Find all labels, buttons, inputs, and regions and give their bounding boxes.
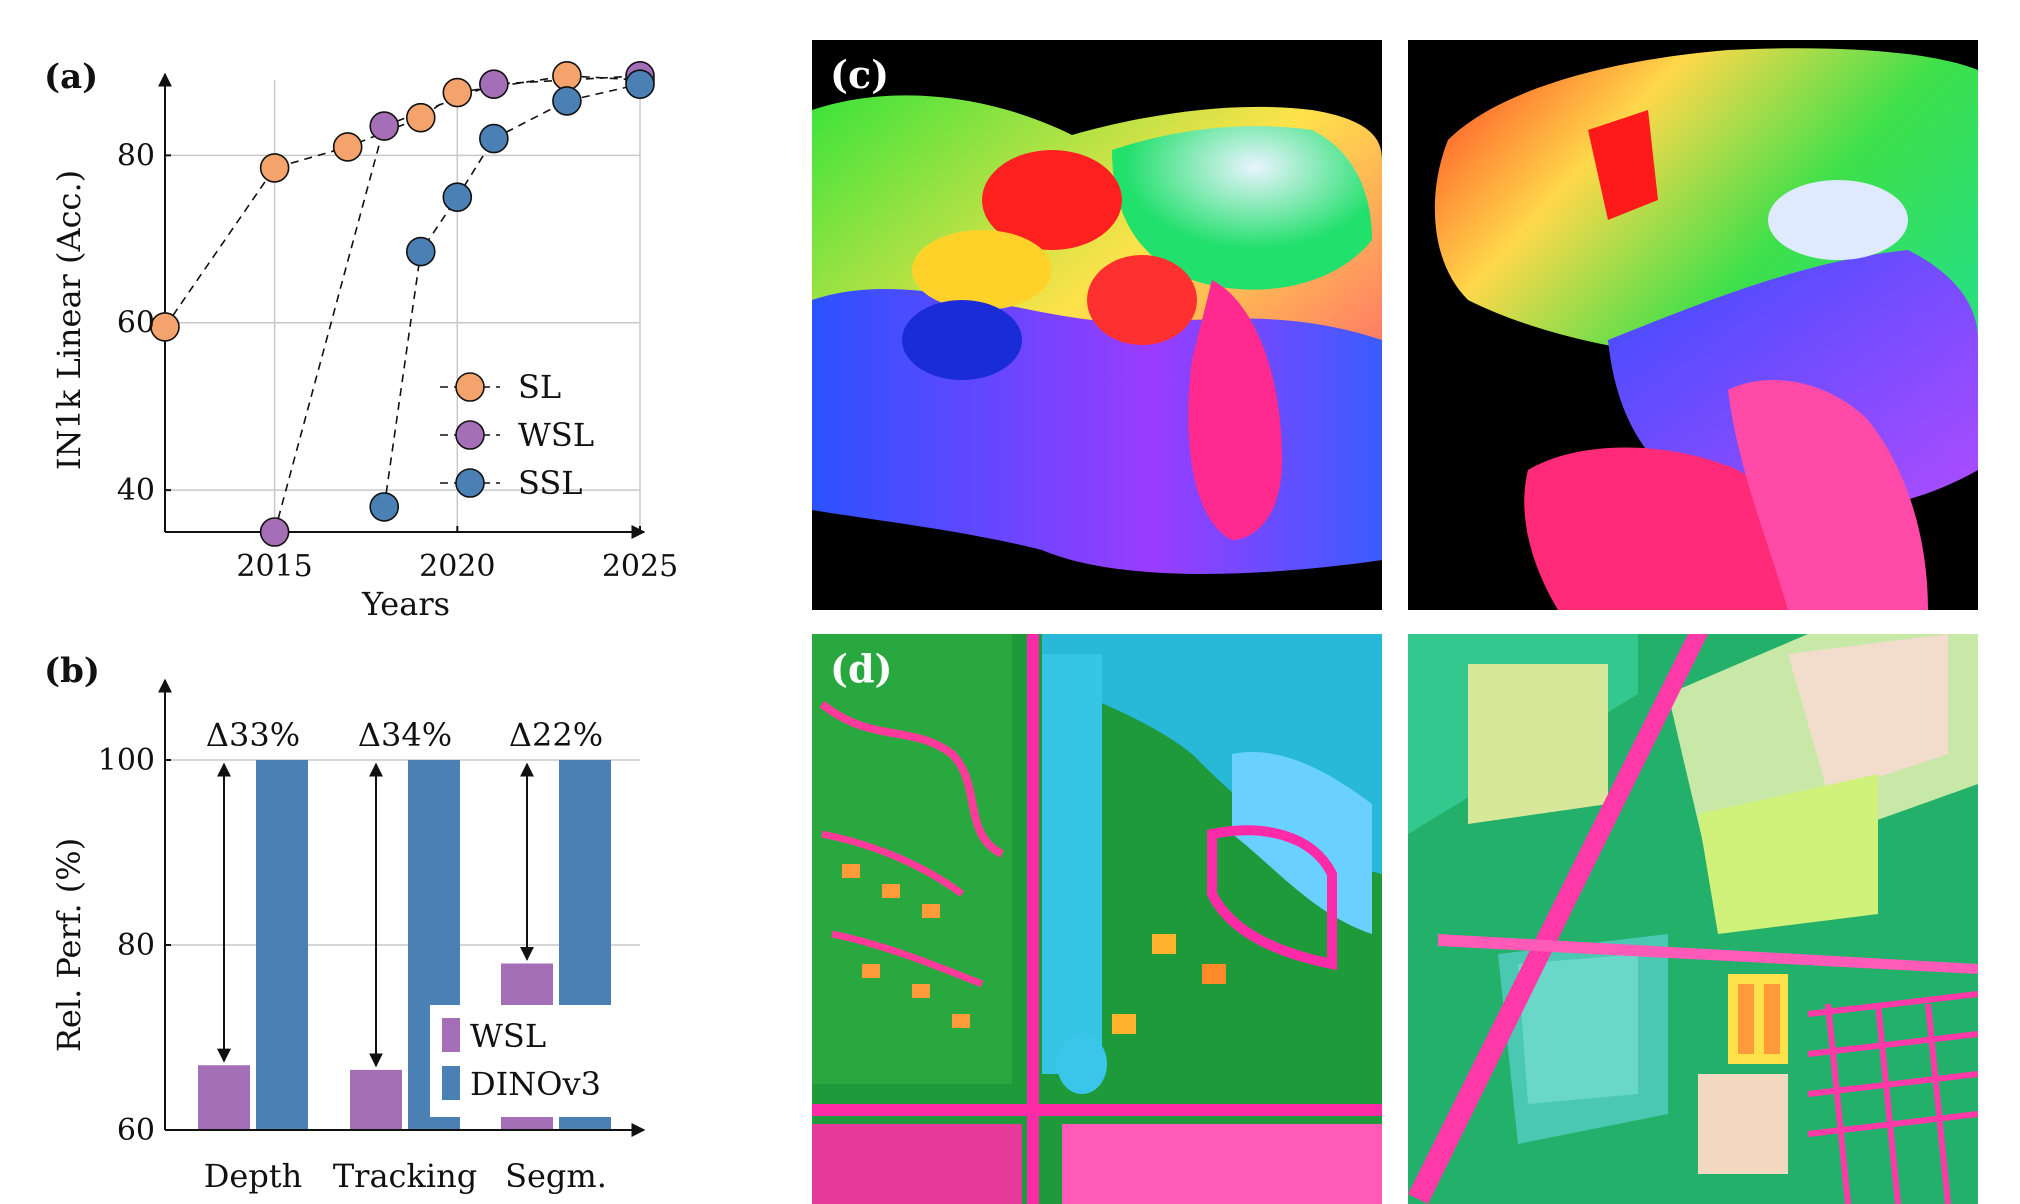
legend-marker-icon [455, 420, 485, 450]
cat-feature-map-icon [1408, 40, 1978, 610]
chart-a-x-axis-label: Years [361, 585, 450, 623]
legend-label-dinov3: DINOv3 [470, 1065, 601, 1103]
x-tick-label: Depth [204, 1157, 303, 1195]
series-line-ssl [383, 83, 641, 508]
panel-d-label: (d) [830, 646, 893, 691]
chart-b: Δ33% Δ34% Δ22% Depth Tracking Segm. 60 80 100 R… [50, 678, 646, 1195]
data-point-sl [150, 312, 180, 342]
data-point-sl [259, 153, 290, 183]
bar-wsl [350, 1069, 402, 1130]
legend-label-wsl: WSL [470, 1017, 546, 1055]
satellite-feature-map-icon [1408, 634, 1978, 1204]
delta-annotation: Δ22% [509, 716, 603, 754]
data-point-wsl [369, 111, 400, 141]
chart-b-tick-labels: Depth Tracking Segm. 60 80 100 [98, 743, 607, 1195]
chart-b-axes [158, 678, 646, 1137]
y-tick-label: 80 [117, 138, 155, 173]
legend-box [430, 1005, 618, 1117]
delta-annotation: Δ33% [206, 716, 300, 754]
panel-a-label: (a) [44, 57, 98, 97]
data-point-ssl [442, 182, 473, 212]
panel-b-label: (b) [44, 651, 100, 691]
legend-label-wsl: WSL [518, 416, 594, 454]
x-tick-label: 2025 [602, 549, 678, 584]
delta-annotation: Δ34% [358, 716, 452, 754]
cat-feature-map-icon [812, 40, 1382, 610]
data-point-ssl [552, 86, 582, 116]
y-tick-label: 60 [117, 1113, 155, 1148]
chart-a-series-lines [164, 75, 641, 533]
data-point-ssl [479, 123, 509, 154]
chart-b-legend: WSL DINOv3 [430, 1005, 618, 1117]
satellite-feature-map-icon [812, 634, 1382, 1204]
x-tick-label: Segm. [505, 1157, 607, 1195]
x-tick-label: 2015 [236, 549, 312, 584]
panel-d-image-left [812, 634, 1382, 1204]
legend-swatch-icon [442, 1018, 460, 1052]
chart-a-legend: SL WSL SSL [440, 368, 594, 502]
panel-c-image-right [1408, 40, 1978, 610]
panel-d-image-right [1408, 634, 1978, 1204]
data-point-ssl [369, 492, 400, 522]
data-point-wsl [259, 517, 290, 547]
x-tick-label: 2020 [419, 549, 495, 584]
data-point-sl [442, 77, 473, 108]
panel-c-label: (c) [830, 52, 890, 97]
legend-marker-icon [455, 372, 485, 402]
y-tick-label: 80 [117, 928, 155, 963]
series-line-wsl [273, 75, 641, 533]
chart-a: 2015 2020 2025 40 60 80 Years IN1k Linear (Ac… [50, 61, 678, 623]
data-point-ssl [405, 236, 436, 267]
legend-swatch-icon [442, 1066, 460, 1100]
y-tick-label: 40 [117, 473, 155, 508]
y-tick-label: 60 [117, 306, 155, 341]
data-point-sl [552, 61, 582, 91]
data-point-wsl [479, 69, 509, 99]
panel-c-image-left [812, 40, 1382, 610]
x-tick-label: Tracking [333, 1157, 477, 1195]
data-point-sl [332, 132, 363, 162]
y-tick-label: 100 [98, 743, 155, 778]
chart-a-tick-labels: 2015 2020 2025 40 60 80 [117, 138, 678, 584]
bar-wsl [198, 1065, 250, 1130]
legend-label-ssl: SSL [518, 464, 583, 502]
chart-b-delta-arrows: Δ33% Δ34% Δ22% [206, 716, 603, 1068]
chart-b-y-axis-label: Rel. Perf. (%) [50, 838, 88, 1052]
data-point-sl [405, 102, 436, 133]
legend-label-sl: SL [518, 368, 561, 406]
legend-marker-icon [455, 468, 485, 498]
data-point-ssl [625, 69, 655, 99]
bar-dinov3 [256, 760, 308, 1130]
chart-a-points [150, 61, 655, 547]
chart-a-y-axis-label: IN1k Linear (Acc.) [50, 170, 88, 470]
